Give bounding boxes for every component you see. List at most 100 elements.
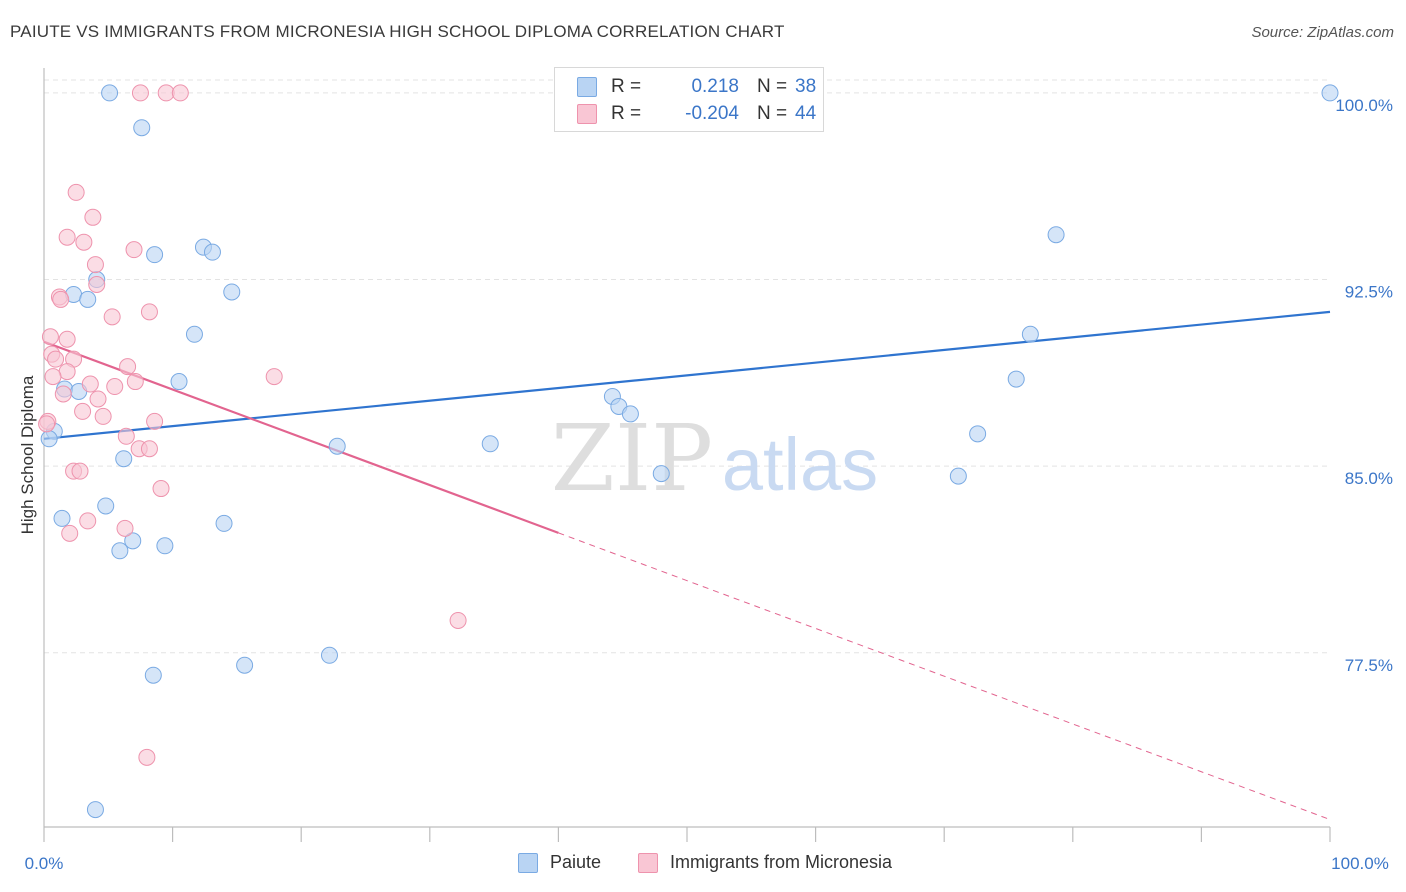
micronesia-point [146, 412, 164, 430]
paiute-point [949, 467, 967, 485]
paiute-point [79, 290, 97, 308]
micronesia-point [44, 368, 62, 386]
micronesia-point [140, 303, 158, 321]
paiute-point [86, 801, 104, 819]
paiute-point [328, 437, 346, 455]
micronesia-point [119, 358, 137, 376]
x-tick-label: 0.0% [25, 854, 64, 873]
micronesia-point [117, 427, 135, 445]
micronesia-point [86, 256, 104, 274]
watermark-zip: ZIP [551, 405, 713, 512]
paiute-point [223, 283, 241, 301]
grid-layer [44, 79, 1330, 654]
points-layer [38, 84, 1339, 819]
source-label: Source: ZipAtlas.com [1251, 24, 1394, 41]
watermark-atlas: atlas [722, 423, 878, 506]
micronesia-point [54, 385, 72, 403]
paiute-point [1321, 84, 1339, 102]
paiute-point [156, 537, 174, 555]
micronesia-point [89, 390, 107, 408]
micronesia-point [61, 524, 79, 542]
n-label: N = [757, 103, 788, 124]
trend-layer [43, 310, 1331, 821]
paiute-point [133, 119, 151, 137]
x-tick-label: 100.0% [1331, 854, 1389, 873]
paiute-point [969, 425, 987, 443]
legend-label-micronesia: Immigrants from Micronesia [670, 852, 893, 872]
paiute-point [1007, 370, 1025, 388]
micronesia-point [58, 330, 76, 348]
y-axis-label: High School Diploma [18, 375, 37, 535]
paiute-point [652, 465, 670, 483]
paiute-point [215, 514, 233, 532]
micronesia-point [140, 440, 158, 458]
micronesia-point [265, 368, 283, 386]
paiute-point [320, 646, 338, 664]
micronesia-point [171, 84, 189, 102]
micronesia-point [79, 512, 97, 530]
micronesia-point [47, 350, 65, 368]
micronesia-point [84, 208, 102, 226]
micronesia-point [67, 183, 85, 201]
micronesia-trend-extension [558, 532, 1331, 821]
micronesia-point [41, 328, 59, 346]
paiute-point [144, 666, 162, 684]
n-value: 44 [795, 103, 817, 124]
paiute-point [621, 405, 639, 423]
legend-swatch-micronesia [577, 104, 597, 124]
micronesia-point [81, 375, 99, 393]
paiute-point [97, 497, 115, 515]
stats-legend: R = 0.218 N = 38 R = -0.204 N = 44 [554, 67, 824, 132]
y-tick-label: 92.5% [1345, 283, 1393, 302]
r-label: R = [611, 103, 642, 124]
micronesia-point [71, 462, 89, 480]
watermark: ZIP atlas [551, 405, 878, 512]
micronesia-point [58, 228, 76, 246]
micronesia-point [88, 276, 106, 294]
micronesia-point [94, 407, 112, 425]
paiute-point [481, 435, 499, 453]
legend-swatch-paiute [518, 853, 538, 873]
chart-title: PAIUTE VS IMMIGRANTS FROM MICRONESIA HIG… [10, 22, 785, 41]
y-tick-label: 77.5% [1345, 656, 1393, 675]
micronesia-point [131, 84, 149, 102]
paiute-point [185, 325, 203, 343]
legend-swatch-paiute [577, 77, 597, 97]
paiute-point [1021, 325, 1039, 343]
paiute-point [1047, 226, 1065, 244]
paiute-point [53, 509, 71, 527]
legend-swatch-micronesia [638, 853, 658, 873]
micronesia-point [138, 748, 156, 766]
legend-label-paiute: Paiute [550, 852, 602, 872]
paiute-point [203, 243, 221, 261]
micronesia-point [38, 415, 56, 433]
micronesia-point [116, 519, 134, 537]
r-label: R = [611, 76, 642, 97]
micronesia-point [126, 373, 144, 391]
micronesia-point [75, 233, 93, 251]
micronesia-point [58, 363, 76, 381]
paiute-trend-line [43, 310, 1331, 440]
micronesia-point [106, 378, 124, 396]
paiute-point [101, 84, 119, 102]
micronesia-point [125, 241, 143, 259]
n-value: 38 [795, 76, 817, 97]
paiute-point [146, 246, 164, 264]
tick-layer: 77.5% 85.0% 92.5% 100.0% 0.0% 100.0% [25, 96, 1393, 873]
paiute-point [40, 430, 58, 448]
r-value: -0.204 [685, 103, 739, 124]
y-tick-label: 100.0% [1335, 96, 1393, 115]
micronesia-point [152, 480, 170, 498]
paiute-point [115, 450, 133, 468]
micronesia-point [157, 84, 175, 102]
r-value: 0.218 [691, 76, 739, 97]
paiute-point [170, 373, 188, 391]
n-label: N = [757, 76, 788, 97]
micronesia-point [449, 611, 467, 629]
micronesia-point [103, 308, 121, 326]
y-tick-label: 85.0% [1345, 469, 1393, 488]
axis-layer [43, 68, 1331, 842]
paiute-point [124, 532, 142, 550]
paiute-point [111, 542, 129, 560]
micronesia-point [52, 290, 70, 308]
